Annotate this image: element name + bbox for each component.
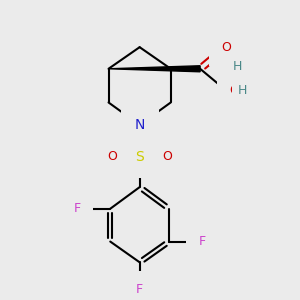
Text: F: F <box>136 283 143 296</box>
Text: F: F <box>74 202 81 215</box>
Text: H: H <box>233 60 242 73</box>
Text: N: N <box>134 118 145 132</box>
Text: S: S <box>135 150 144 164</box>
Text: H: H <box>238 84 248 97</box>
Polygon shape <box>109 66 200 72</box>
Text: F: F <box>198 235 206 248</box>
Text: O: O <box>221 41 231 54</box>
Text: O: O <box>107 150 117 164</box>
Text: O: O <box>162 150 172 164</box>
Text: O: O <box>230 84 239 97</box>
Text: O: O <box>230 84 239 97</box>
